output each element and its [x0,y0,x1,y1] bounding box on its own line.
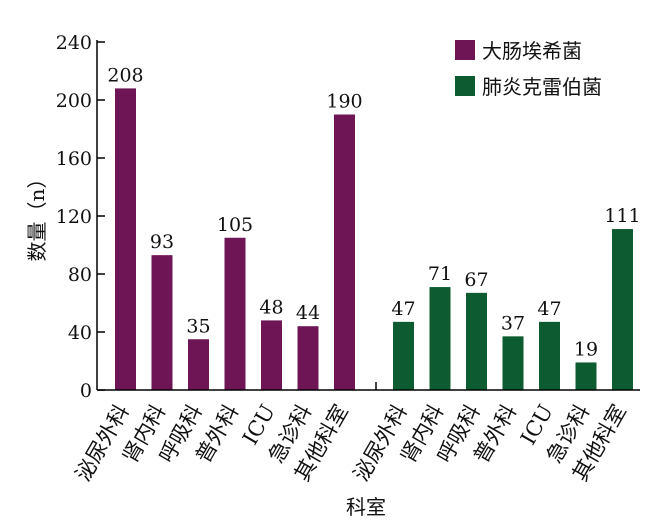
bar-ecoli-4 [224,237,246,390]
data-label-ecoli-1: 208 [107,64,143,86]
bar-kpn-1 [393,321,414,390]
y-tick-label-240: 240 [56,32,92,54]
y-tick-label-160: 160 [56,148,92,170]
bar-kpn-7 [612,229,633,390]
data-label-kpn-3: 67 [464,269,488,291]
data-label-ecoli-5: 48 [259,296,283,318]
bar-kpn-6 [575,362,597,390]
y-tick-label-200: 200 [56,90,92,112]
bar-kpn-3 [466,292,487,390]
axes-layer: 0 40 80 120 160 200 240 [56,32,640,402]
data-label-kpn-4: 37 [501,312,525,334]
legend-label-klebsiella-pneumoniae: 肺炎克雷伯菌 [482,75,602,99]
legend: 大肠埃希菌 肺炎克雷伯菌 [455,39,602,99]
category-labels-layer: 泌尿外科肾内科呼吸科普外科ICU急诊科其他科室泌尿外科肾内科呼吸科普外科ICU急… [71,401,631,486]
bar-ecoli-1 [115,88,136,391]
y-tick-label-0: 0 [80,380,92,402]
data-label-ecoli-6: 44 [296,302,320,324]
data-label-kpn-7: 111 [604,205,640,227]
data-label-ecoli-4: 105 [217,214,253,236]
bar-ecoli-5 [261,320,282,390]
y-tick-label-80: 80 [68,264,92,286]
bar-kpn-5 [539,321,560,390]
bar-ecoli-7 [334,114,355,390]
data-label-ecoli-7: 190 [326,91,362,113]
data-label-kpn-6: 19 [574,338,598,360]
data-labels-layer: 208 93 35 105 48 44 190 47 71 67 37 47 19 111 [107,64,640,360]
bar-kpn-4 [502,336,524,390]
legend-swatch-klebsiella-pneumoniae [455,76,475,96]
y-axis-title: 数量（n） [25,169,49,262]
y-tick-label-120: 120 [56,206,92,228]
y-axis-label: 数量（n） [25,169,49,262]
data-label-kpn-2: 71 [428,263,452,285]
bar-ecoli-6 [297,326,319,390]
y-tick-label-40: 40 [68,322,92,344]
data-label-kpn-5: 47 [537,298,561,320]
data-label-kpn-1: 47 [391,298,415,320]
data-label-ecoli-2: 93 [150,231,174,253]
data-label-ecoli-3: 35 [186,315,210,337]
bars-layer [115,88,633,391]
x-axis-label: 科室 [346,495,386,519]
bar-ecoli-3 [188,339,209,390]
legend-label-escherichia-coli: 大肠埃希菌 [482,39,582,63]
legend-swatch-escherichia-coli [455,40,475,60]
bar-kpn-2 [429,287,451,390]
bar-ecoli-2 [151,255,173,390]
